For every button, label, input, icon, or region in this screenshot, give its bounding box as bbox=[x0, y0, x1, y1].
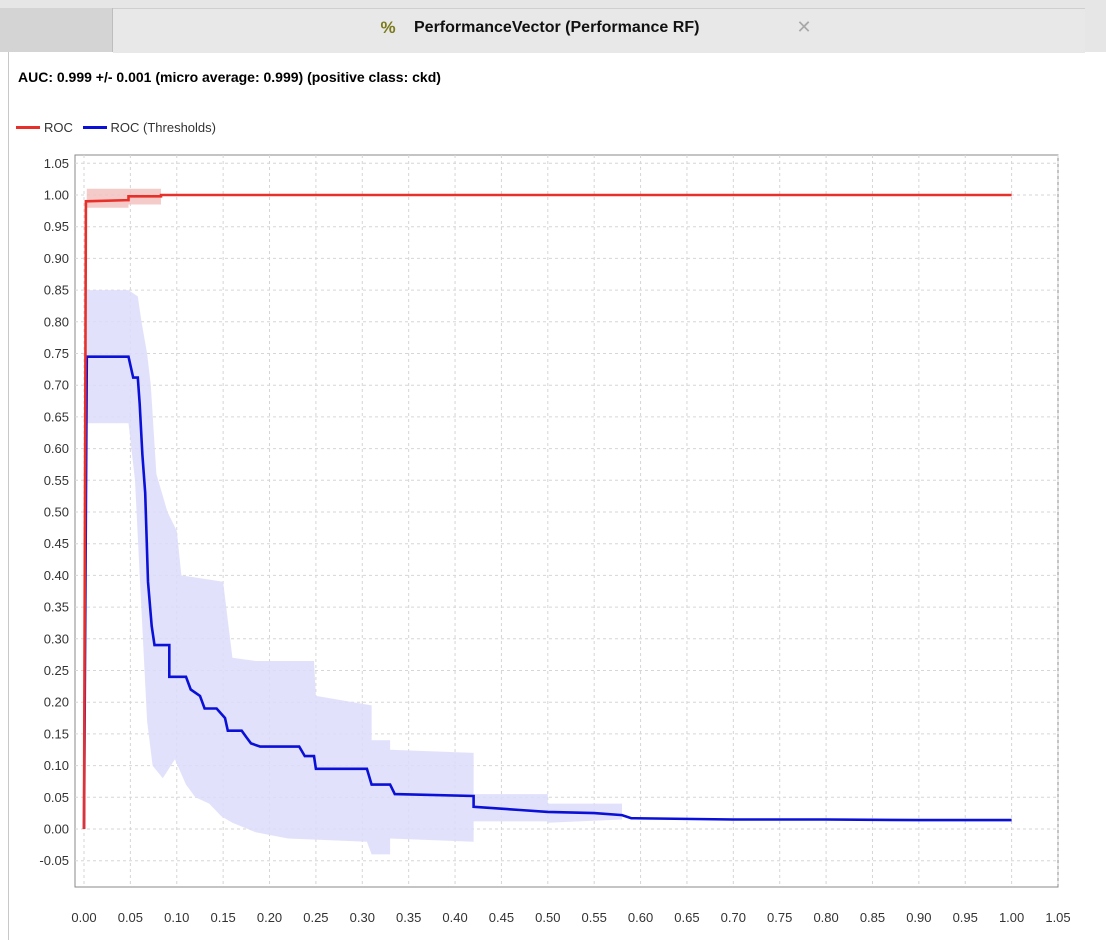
x-tick-label: 0.15 bbox=[210, 910, 235, 925]
y-tick-label: 0.10 bbox=[44, 758, 69, 773]
x-tick-label: 0.85 bbox=[860, 910, 885, 925]
x-tick-label: 0.10 bbox=[164, 910, 189, 925]
x-tick-label: 0.45 bbox=[489, 910, 514, 925]
y-tick-label: 0.65 bbox=[44, 409, 69, 424]
y-tick-label: 0.15 bbox=[44, 726, 69, 741]
x-tick-label: 0.90 bbox=[906, 910, 931, 925]
tab-inactive[interactable] bbox=[0, 8, 113, 52]
series-line-roc bbox=[82, 193, 1012, 830]
x-tick-label: 0.80 bbox=[813, 910, 838, 925]
close-icon[interactable]: ✕ bbox=[796, 17, 812, 37]
legend-swatch-roc bbox=[16, 126, 40, 129]
x-tick-label: 0.35 bbox=[396, 910, 421, 925]
percent-icon: % bbox=[380, 18, 396, 37]
legend-item-roc: ROC bbox=[16, 120, 73, 135]
legend-label-thresholds: ROC (Thresholds) bbox=[110, 120, 216, 135]
y-tick-label: 0.45 bbox=[44, 536, 69, 551]
tab-bar: % PerformanceVector (Performance RF) ✕ bbox=[0, 0, 1106, 53]
x-tick-label: 0.40 bbox=[442, 910, 467, 925]
y-tick-label: 0.75 bbox=[44, 346, 69, 361]
band-thresholds bbox=[84, 290, 1012, 855]
legend-swatch-thresholds bbox=[82, 126, 107, 129]
y-tick-label: 0.00 bbox=[44, 822, 69, 837]
y-tick-label: -0.05 bbox=[39, 853, 69, 868]
legend-item-thresholds: ROC (Thresholds) bbox=[82, 120, 216, 135]
x-tick-label: 0.25 bbox=[303, 910, 328, 925]
tab-performance-vector[interactable] bbox=[113, 8, 1085, 53]
y-tick-label: 0.20 bbox=[44, 695, 69, 710]
y-tick-label: 0.30 bbox=[44, 631, 69, 646]
series-line-thresholds bbox=[82, 355, 1012, 830]
y-tick-label: 0.60 bbox=[44, 441, 69, 456]
x-tick-label: 0.00 bbox=[71, 910, 96, 925]
x-tick-label: 0.50 bbox=[535, 910, 560, 925]
x-tick-label: 0.75 bbox=[767, 910, 792, 925]
y-tick-label: 0.85 bbox=[44, 283, 69, 298]
y-tick-label: 0.05 bbox=[44, 790, 69, 805]
y-tick-label: 0.50 bbox=[44, 505, 69, 520]
roc-chart: 0.00 0.05 0.10 0.15 0.20 0.25 0.30 0.35 0.40 0.45… bbox=[39, 154, 1071, 925]
auc-summary: AUC: 0.999 +/- 0.001 (micro average: 0.9… bbox=[18, 69, 441, 85]
x-tick-label: 0.65 bbox=[674, 910, 699, 925]
legend-label-roc: ROC bbox=[44, 120, 73, 135]
y-tick-label: 0.80 bbox=[44, 314, 69, 329]
y-tick-label: 0.55 bbox=[44, 473, 69, 488]
y-tick-label: 0.35 bbox=[44, 600, 69, 615]
x-tick-label: 1.00 bbox=[999, 910, 1024, 925]
x-tick-label: 0.55 bbox=[582, 910, 607, 925]
x-tick-label: 1.05 bbox=[1045, 910, 1070, 925]
x-tick-label: 0.60 bbox=[628, 910, 653, 925]
x-tick-label: 0.05 bbox=[118, 910, 143, 925]
x-tick-label: 0.20 bbox=[257, 910, 282, 925]
tab-title: PerformanceVector (Performance RF) bbox=[414, 19, 700, 36]
panel-divider bbox=[8, 52, 9, 940]
x-tick-label: 0.95 bbox=[953, 910, 978, 925]
x-tick-label: 0.70 bbox=[721, 910, 746, 925]
x-tick-label: 0.30 bbox=[350, 910, 375, 925]
y-tick-label: 0.70 bbox=[44, 378, 69, 393]
y-tick-label: 0.25 bbox=[44, 663, 69, 678]
y-tick-label: 0.90 bbox=[44, 251, 69, 266]
y-tick-label: 1.05 bbox=[44, 156, 69, 171]
y-tick-label: 0.95 bbox=[44, 219, 69, 234]
chart-legend: ROC ROC (Thresholds) bbox=[16, 117, 222, 135]
y-tick-label: 1.00 bbox=[44, 188, 69, 203]
y-tick-label: 0.40 bbox=[44, 568, 69, 583]
